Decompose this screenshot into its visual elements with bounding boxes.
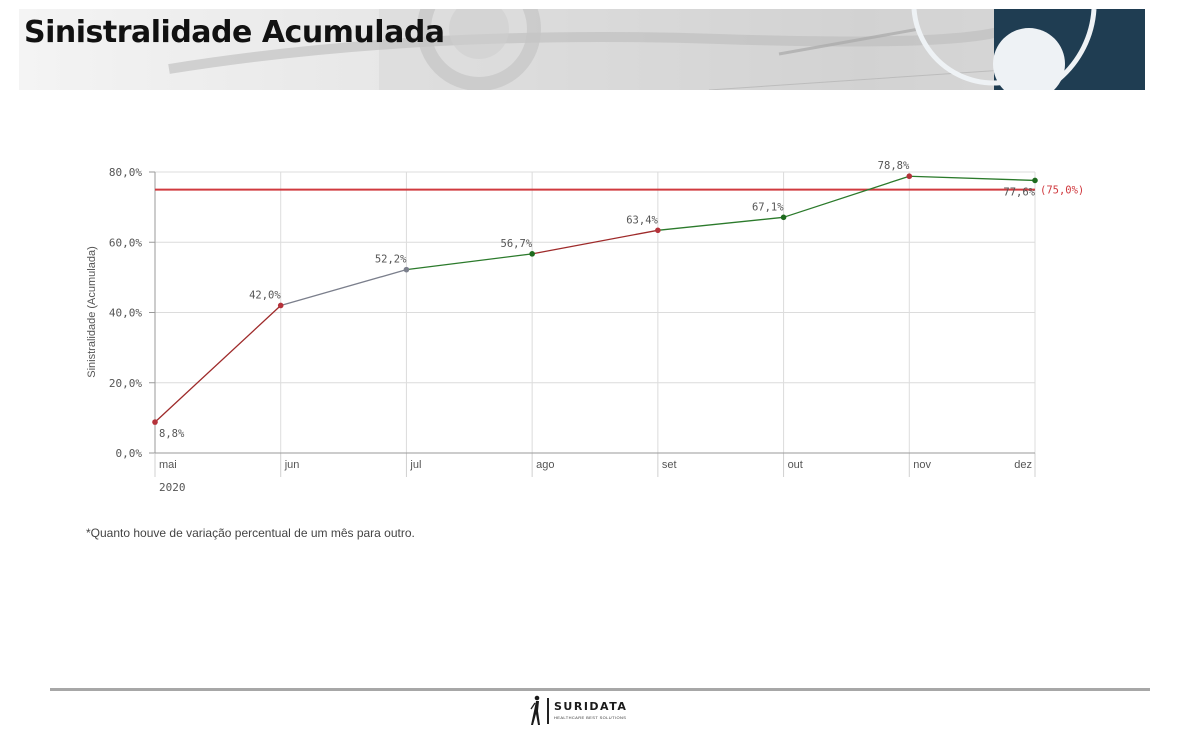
grid-lines bbox=[154, 171, 1036, 454]
axes: 0,0% 20,0% 40,0% 60,0% 80,0% mai jun jul ago set o… bbox=[109, 166, 1036, 477]
x-tick-label: jun bbox=[284, 459, 300, 471]
stethoscope-banner-image bbox=[168, 9, 1145, 90]
line-segment bbox=[280, 269, 407, 307]
y-tick-label: 40,0% bbox=[109, 307, 142, 320]
series-points bbox=[152, 173, 1038, 425]
data-label: 52,2% bbox=[375, 254, 407, 266]
y-tick-label: 0,0% bbox=[116, 447, 143, 460]
data-point bbox=[1032, 177, 1038, 184]
y-axis-title: Sinistralidade (Acumulada) bbox=[86, 246, 98, 377]
logo-tagline: HEALTHCARE BEST SOLUTIONS bbox=[554, 715, 627, 720]
header-banner: Sinistralidade Acumulada bbox=[19, 9, 1145, 90]
y-tick-label: 80,0% bbox=[109, 166, 142, 179]
footer-divider bbox=[50, 688, 1150, 691]
x-tick-label: ago bbox=[536, 459, 554, 471]
data-label: 8,8% bbox=[159, 428, 185, 440]
x-tick-label: mai bbox=[159, 459, 177, 471]
data-label: 63,4% bbox=[626, 214, 658, 226]
line-segment bbox=[154, 304, 282, 423]
line-segment bbox=[909, 175, 1036, 182]
data-point bbox=[152, 419, 158, 425]
data-label: 56,7% bbox=[501, 238, 533, 250]
x-axis-year-label: 2020 bbox=[159, 481, 186, 494]
data-point bbox=[277, 302, 284, 309]
chart-svg: 0,0% 20,0% 40,0% 60,0% 80,0% mai jun jul ago set o… bbox=[86, 160, 1084, 494]
line-chart: 0,0% 20,0% 40,0% 60,0% 80,0% mai jun jul ago set o… bbox=[80, 150, 1100, 500]
series-line bbox=[154, 175, 1036, 423]
data-label: 67,1% bbox=[752, 201, 784, 213]
line-segment bbox=[657, 216, 784, 231]
y-tick-label: 20,0% bbox=[109, 377, 142, 390]
data-point bbox=[529, 251, 535, 257]
x-tick-label: set bbox=[662, 459, 677, 471]
person-silhouette-icon bbox=[530, 695, 540, 725]
data-point bbox=[906, 173, 913, 180]
data-point bbox=[780, 214, 787, 221]
page-title: Sinistralidade Acumulada bbox=[24, 15, 445, 50]
data-label: 42,0% bbox=[249, 289, 281, 301]
data-point bbox=[655, 227, 661, 234]
logo-wordmark: SURIDATA bbox=[554, 700, 628, 713]
reference-line-label: (75,0%) bbox=[1040, 185, 1084, 197]
data-label: 78,8% bbox=[878, 160, 910, 172]
x-tick-label: jul bbox=[409, 459, 421, 471]
data-labels: 8,8% 42,0% 52,2% 56,7% 63,4% 67,1% 78,8% 77,6% bbox=[159, 160, 1036, 440]
x-tick-label: nov bbox=[913, 459, 931, 471]
reference-line-group: (75,0%) bbox=[155, 185, 1084, 197]
x-tick-label: dez bbox=[1014, 459, 1032, 471]
line-segment bbox=[406, 253, 533, 271]
data-label: 77,6% bbox=[1003, 186, 1035, 198]
line-segment bbox=[783, 175, 910, 218]
footnote: *Quanto houve de variação percentual de … bbox=[86, 526, 415, 540]
y-tick-label: 60,0% bbox=[109, 236, 142, 249]
line-segment bbox=[532, 229, 658, 255]
x-tick-label: out bbox=[788, 459, 803, 471]
logo-divider bbox=[547, 698, 549, 724]
data-point bbox=[403, 266, 410, 273]
suridata-logo: SURIDATA HEALTHCARE BEST SOLUTIONS bbox=[527, 694, 637, 730]
